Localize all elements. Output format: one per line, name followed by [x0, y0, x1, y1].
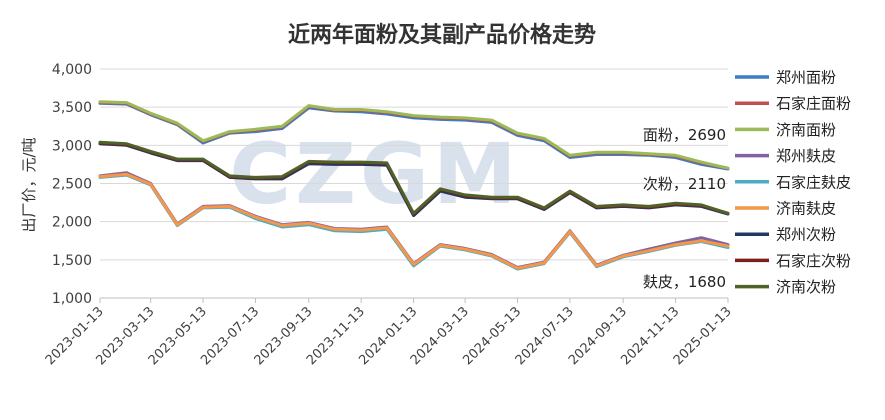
legend-label: 济南面粉 — [776, 121, 836, 139]
legend-label: 郑州面粉 — [776, 69, 836, 87]
y-axis-label: 出厂价，元/吨 — [20, 137, 38, 232]
legend-label: 郑州次粉 — [776, 226, 836, 244]
legend-label: 济南麸皮 — [776, 200, 836, 218]
y-tick-label: 2,000 — [52, 215, 92, 231]
grid-lines — [100, 68, 728, 299]
watermark: CZGM — [229, 125, 520, 223]
legend-label: 石家庄麸皮 — [776, 173, 851, 191]
series-line-9 — [98, 140, 730, 215]
series-line-3 — [98, 100, 730, 170]
y-tick-label: 3,500 — [52, 100, 92, 116]
legend-label: 郑州麸皮 — [776, 147, 836, 165]
legend-label: 石家庄面粉 — [776, 95, 851, 113]
y-tick-label: 1,000 — [52, 291, 92, 307]
y-tick-label: 1,500 — [52, 253, 92, 269]
y-axis-ticks: 1,000 1,500 2,000 2,500 3,000 3,500 4,000 — [52, 62, 92, 307]
annotation-label: 麸皮，1680 — [643, 273, 726, 291]
series-line-6 — [98, 172, 730, 270]
annotation-label: 次粉，2110 — [643, 175, 726, 193]
chart-title: 近两年面粉及其副产品价格走势 — [288, 22, 596, 48]
y-tick-label: 2,500 — [52, 177, 92, 193]
legend-label: 石家庄次粉 — [776, 252, 851, 270]
annotation-label: 面粉，2690 — [643, 126, 726, 144]
y-tick-label: 3,000 — [52, 138, 92, 154]
annotation-layer: 面粉，2690 次粉，2110 麸皮，1680 — [643, 126, 726, 291]
legend-label: 济南次粉 — [776, 278, 836, 296]
series-layer — [98, 100, 730, 271]
x-axis-ticks: 2023-01-132023-03-132023-05-132023-07-13… — [43, 298, 735, 368]
y-tick-label: 4,000 — [52, 62, 92, 78]
